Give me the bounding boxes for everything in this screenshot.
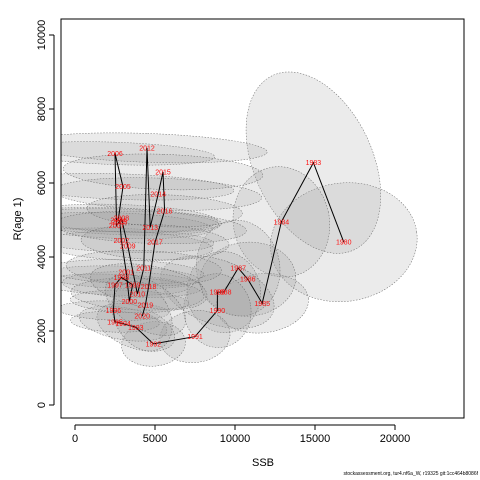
x-tick-label: 20000 xyxy=(380,433,411,445)
x-tick-label: 15000 xyxy=(300,433,331,445)
year-label: 2000 xyxy=(122,299,138,306)
year-label: 1999 xyxy=(125,282,141,289)
year-label: 1988 xyxy=(216,290,232,297)
year-label: 1994 xyxy=(115,321,131,328)
y-tick-label: 8000 xyxy=(36,97,48,121)
y-tick-label: 2000 xyxy=(36,319,48,343)
footer-note: stockassessment.org, tur4.nf6a_W, r19325… xyxy=(343,471,478,477)
uncertainty-ellipses xyxy=(61,71,418,367)
year-label: 1983 xyxy=(306,160,322,167)
year-label: 1991 xyxy=(187,334,203,341)
year-label: 2001 xyxy=(118,269,134,276)
year-label: 2020 xyxy=(134,314,150,321)
year-label: 2015 xyxy=(155,169,171,176)
y-axis-title: R(age 1) xyxy=(12,198,24,241)
year-label: 2006 xyxy=(107,151,123,158)
year-label: 1993 xyxy=(128,325,144,332)
year-label: 2012 xyxy=(139,145,155,152)
uncertainty-ellipse xyxy=(61,132,268,164)
year-label: 1990 xyxy=(210,308,226,315)
year-label: 1985 xyxy=(254,301,270,308)
year-label: 1995 xyxy=(107,319,123,326)
year-label: 1992 xyxy=(146,341,162,348)
plot-frame xyxy=(60,18,465,419)
year-label: 2004 xyxy=(110,218,126,225)
year-label: 1986 xyxy=(240,277,256,284)
year-label: 2018 xyxy=(141,284,157,291)
year-label: 2011 xyxy=(136,266,151,273)
year-label: 2014 xyxy=(150,192,166,199)
stock-recruitment-trajectory xyxy=(112,147,345,345)
y-tick-label: 0 xyxy=(36,402,48,408)
x-axis-title: SSB xyxy=(252,457,274,469)
y-tick-label: 4000 xyxy=(36,245,48,269)
year-label: 2016 xyxy=(157,208,173,215)
year-label: 1997 xyxy=(107,282,123,289)
year-label: 2008 xyxy=(114,216,130,223)
year-label: 1998 xyxy=(114,275,130,282)
year-label: 2002 xyxy=(114,238,130,245)
y-tick-label: 10000 xyxy=(36,20,48,51)
x-tick-label: 5000 xyxy=(143,433,167,445)
x-tick-label: 0 xyxy=(72,433,78,445)
year-label: 2010 xyxy=(130,292,146,299)
y-axis: 0 2000 4000 6000 8000 10000 xyxy=(36,20,55,408)
y-tick-label: 6000 xyxy=(36,171,48,195)
year-label: 2003 xyxy=(112,219,128,226)
year-label: 2005 xyxy=(115,184,131,191)
x-axis: 0 5000 10000 15000 20000 xyxy=(72,424,411,445)
year-label: 2009 xyxy=(120,243,136,250)
x-tick-label: 10000 xyxy=(220,433,251,445)
year-label: 2019 xyxy=(138,303,154,310)
year-label: 1989 xyxy=(210,290,226,297)
year-label: 1996 xyxy=(106,308,122,315)
year-label: 2007 xyxy=(109,223,125,230)
year-label: 2013 xyxy=(142,225,158,232)
year-label: 1980 xyxy=(336,240,352,247)
year-label: 1984 xyxy=(274,219,290,226)
year-label: 2017 xyxy=(147,240,163,247)
year-label: 1987 xyxy=(230,266,246,273)
